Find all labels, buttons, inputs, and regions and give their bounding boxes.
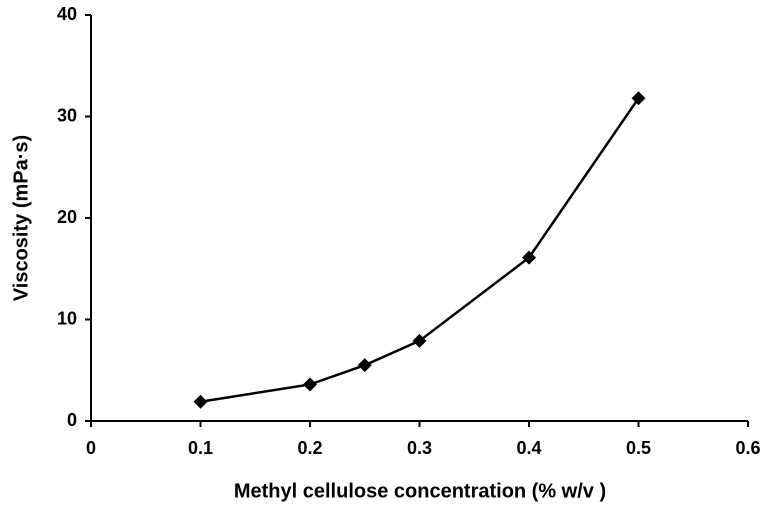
x-tick-label: 0.5 xyxy=(626,438,651,458)
y-tick-label: 30 xyxy=(57,105,77,125)
x-tick-label: 0 xyxy=(86,438,96,458)
data-point xyxy=(412,333,427,348)
x-tick-label: 0.4 xyxy=(516,438,541,458)
y-axis-title: Viscosity (mPa·s) xyxy=(10,135,32,301)
x-tick-label: 0.2 xyxy=(297,438,322,458)
data-line xyxy=(200,97,640,403)
x-axis-title: Methyl cellulose concentration (% w/v ) xyxy=(234,480,606,502)
y-tick-label: 20 xyxy=(57,207,77,227)
data-point xyxy=(357,358,372,373)
x-tick-label: 0.6 xyxy=(735,438,760,458)
data-point xyxy=(631,91,646,106)
y-tick-label: 10 xyxy=(57,308,77,328)
x-tick-label: 0.1 xyxy=(188,438,213,458)
x-tick-label: 0.3 xyxy=(407,438,432,458)
y-tick-label: 0 xyxy=(67,410,77,430)
y-tick-label: 40 xyxy=(57,4,77,24)
data-point xyxy=(522,250,536,265)
data-point xyxy=(303,377,317,392)
data-point xyxy=(193,394,208,409)
